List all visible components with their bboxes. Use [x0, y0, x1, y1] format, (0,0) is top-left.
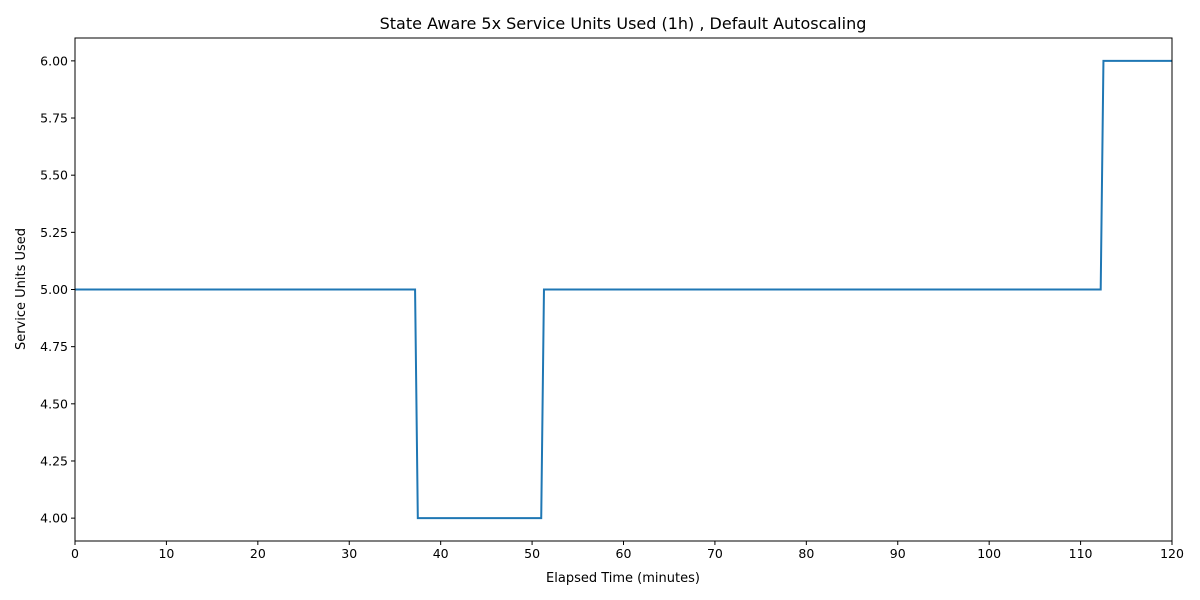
x-axis-label: Elapsed Time (minutes)	[546, 571, 700, 586]
y-tick-label: 4.50	[40, 396, 68, 411]
y-tick-label: 4.25	[40, 453, 68, 468]
plot-area	[74, 37, 1173, 542]
x-tick-label: 120	[1160, 546, 1184, 561]
x-tick-label: 20	[250, 546, 266, 561]
x-tick-label: 60	[616, 546, 632, 561]
x-tick-label: 70	[707, 546, 723, 561]
y-tick-label: 5.75	[40, 111, 68, 126]
y-tick-label: 6.00	[40, 53, 68, 68]
y-axis: 4.00 4.25 4.50 4.75 5.00 5.25 5.50 5.75 6.00	[40, 53, 75, 526]
x-tick-label: 100	[977, 546, 1001, 561]
x-tick-label: 80	[798, 546, 814, 561]
y-tick-label: 4.75	[40, 339, 68, 354]
x-tick-label: 90	[890, 546, 906, 561]
x-tick-label: 50	[524, 546, 540, 561]
x-tick-label: 40	[433, 546, 449, 561]
y-tick-label: 5.50	[40, 168, 68, 183]
x-tick-label: 30	[341, 546, 357, 561]
y-tick-label: 4.00	[40, 511, 68, 526]
chart-title: State Aware 5x Service Units Used (1h) ,…	[380, 14, 867, 33]
y-axis-label: Service Units Used	[14, 228, 29, 350]
series-line-0	[75, 59, 1172, 520]
x-tick-label: 110	[1069, 546, 1093, 561]
y-tick-label: 5.00	[40, 282, 68, 297]
x-tick-label: 0	[71, 546, 79, 561]
y-tick-label: 5.25	[40, 225, 68, 240]
x-axis: 0 10 20 30 40 50 60 70 80 90 100 110 120	[71, 541, 1184, 561]
x-tick-label: 10	[158, 546, 174, 561]
